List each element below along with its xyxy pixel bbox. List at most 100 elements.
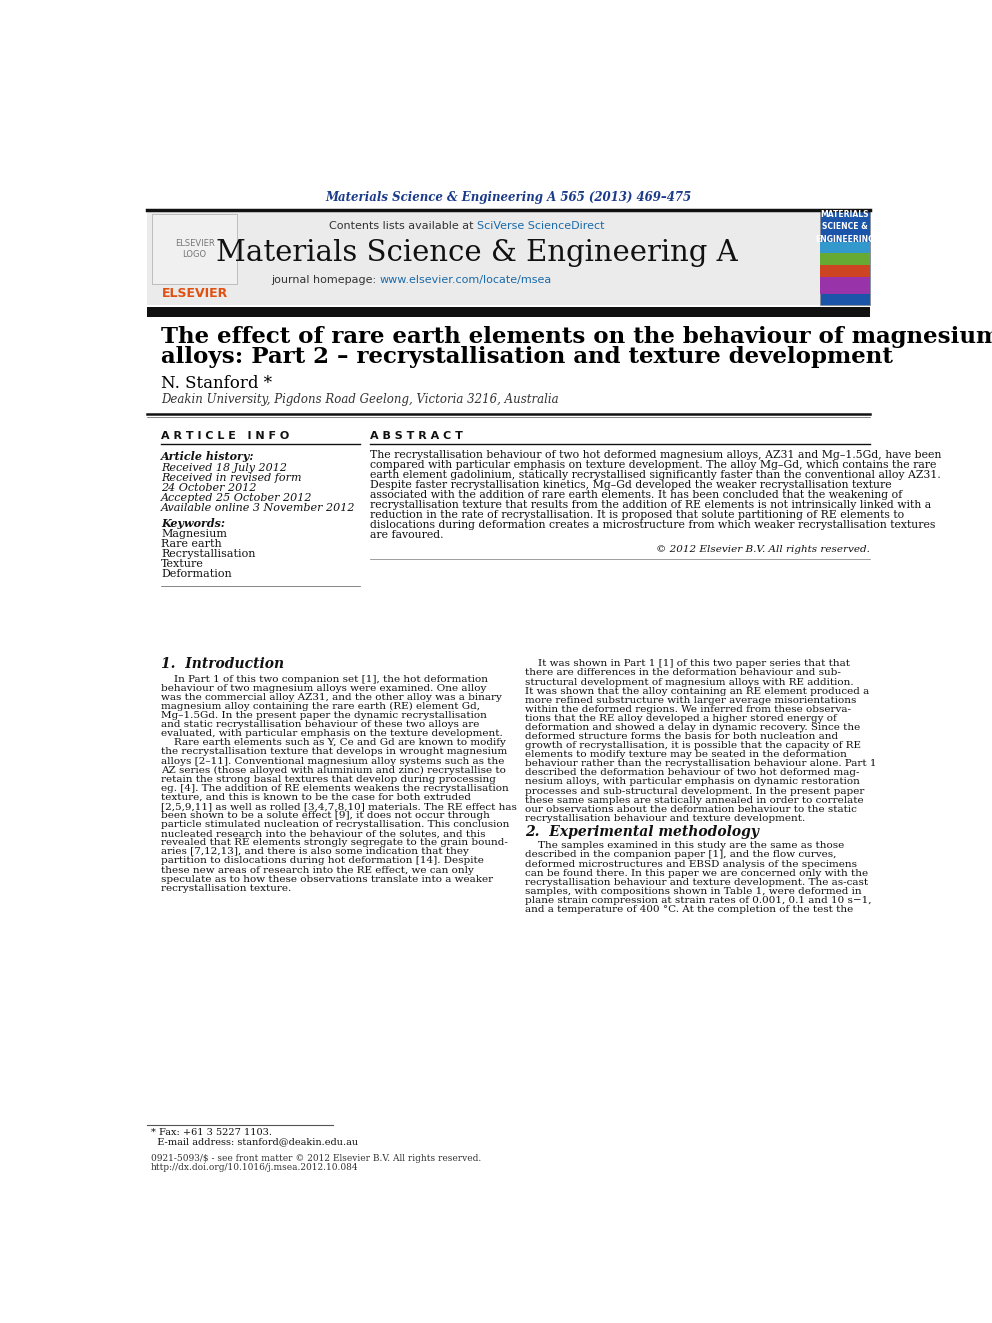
Text: Materials Science & Engineering A 565 (2013) 469–475: Materials Science & Engineering A 565 (2… (325, 191, 691, 204)
Text: nesium alloys, with particular emphasis on dynamic restoration: nesium alloys, with particular emphasis … (525, 778, 859, 786)
Text: ELSEVIER: ELSEVIER (162, 287, 227, 300)
Text: MATERIALS
SCIENCE &
ENGINEERING: MATERIALS SCIENCE & ENGINEERING (815, 209, 874, 243)
Text: 0921-5093/$ - see front matter © 2012 Elsevier B.V. All rights reserved.: 0921-5093/$ - see front matter © 2012 El… (151, 1154, 481, 1163)
Text: Accepted 25 October 2012: Accepted 25 October 2012 (161, 492, 312, 503)
Bar (147, 212, 291, 306)
Text: are favoured.: are favoured. (370, 531, 444, 540)
Text: Recrystallisation: Recrystallisation (161, 549, 256, 558)
Text: tions that the RE alloy developed a higher stored energy of: tions that the RE alloy developed a high… (525, 714, 836, 722)
Text: eg. [4]. The addition of RE elements weakens the recrystallisation: eg. [4]. The addition of RE elements wea… (161, 783, 509, 792)
Bar (147, 212, 870, 306)
Text: recrystallisation texture that results from the addition of RE elements is not i: recrystallisation texture that results f… (370, 500, 931, 511)
Text: E-mail address: stanford@deakin.edu.au: E-mail address: stanford@deakin.edu.au (151, 1138, 358, 1147)
Text: magnesium alloy containing the rare earth (RE) element Gd,: magnesium alloy containing the rare eart… (161, 703, 480, 710)
Text: Rare earth elements such as Y, Ce and Gd are known to modify: Rare earth elements such as Y, Ce and Gd… (161, 738, 506, 747)
Bar (820, 254, 870, 265)
Text: It was shown in Part 1 [1] of this two paper series that that: It was shown in Part 1 [1] of this two p… (525, 659, 850, 668)
Text: can be found there. In this paper we are concerned only with the: can be found there. In this paper we are… (525, 869, 868, 877)
Text: 2.  Experimental methodology: 2. Experimental methodology (525, 826, 759, 839)
Text: A R T I C L E   I N F O: A R T I C L E I N F O (161, 431, 290, 441)
Text: reduction in the rate of recrystallisation. It is proposed that solute partition: reduction in the rate of recrystallisati… (370, 511, 905, 520)
Text: dislocations during deformation creates a microstructure from which weaker recry: dislocations during deformation creates … (370, 520, 935, 531)
Text: The effect of rare earth elements on the behaviour of magnesium-based: The effect of rare earth elements on the… (161, 327, 992, 348)
Text: structural development of magnesium alloys with RE addition.: structural development of magnesium allo… (525, 677, 853, 687)
Text: these new areas of research into the RE effect, we can only: these new areas of research into the RE … (161, 865, 474, 875)
Text: samples, with compositions shown in Table 1, were deformed in: samples, with compositions shown in Tabl… (525, 886, 861, 896)
Text: described the deformation behaviour of two hot deformed mag-: described the deformation behaviour of t… (525, 769, 859, 778)
Text: Keywords:: Keywords: (161, 519, 225, 529)
Text: texture, and this is known to be the case for both extruded: texture, and this is known to be the cas… (161, 792, 471, 802)
Text: recrystallisation behaviour and texture development. The as-cast: recrystallisation behaviour and texture … (525, 877, 868, 886)
Text: speculate as to how these observations translate into a weaker: speculate as to how these observations t… (161, 875, 493, 884)
Text: N. Stanford *: N. Stanford * (161, 376, 272, 392)
Text: earth element gadolinium, statically recrystallised significantly faster than th: earth element gadolinium, statically rec… (370, 470, 941, 480)
Text: processes and sub-structural development. In the present paper: processes and sub-structural development… (525, 787, 864, 795)
Text: and static recrystallisation behaviour of these two alloys are: and static recrystallisation behaviour o… (161, 720, 479, 729)
Text: [2,5,9,11] as well as rolled [3,4,7,8,10] materials. The RE effect has: [2,5,9,11] as well as rolled [3,4,7,8,10… (161, 802, 517, 811)
Text: alloys [2–11]. Conventional magnesium alloy systems such as the: alloys [2–11]. Conventional magnesium al… (161, 757, 505, 766)
Text: ELSEVIER
LOGO: ELSEVIER LOGO (175, 239, 214, 258)
Text: © 2012 Elsevier B.V. All rights reserved.: © 2012 Elsevier B.V. All rights reserved… (656, 545, 870, 553)
Text: been shown to be a solute effect [9], it does not occur through: been shown to be a solute effect [9], it… (161, 811, 490, 820)
Text: our observations about the deformation behaviour to the static: our observations about the deformation b… (525, 804, 856, 814)
Text: Mg–1.5Gd. In the present paper the dynamic recrystallisation: Mg–1.5Gd. In the present paper the dynam… (161, 712, 487, 720)
Text: Received 18 July 2012: Received 18 July 2012 (161, 463, 288, 472)
Text: Deakin University, Pigdons Road Geelong, Victoria 3216, Australia: Deakin University, Pigdons Road Geelong,… (161, 393, 558, 406)
Text: described in the companion paper [1], and the flow curves,: described in the companion paper [1], an… (525, 851, 836, 860)
Text: The samples examined in this study are the same as those: The samples examined in this study are t… (525, 841, 844, 851)
Text: plane strain compression at strain rates of 0.001, 0.1 and 10 s−1,: plane strain compression at strain rates… (525, 896, 871, 905)
Text: aries [7,12,13], and there is also some indication that they: aries [7,12,13], and there is also some … (161, 848, 469, 856)
Text: SciVerse ScienceDirect: SciVerse ScienceDirect (476, 221, 604, 230)
Text: Received in revised form: Received in revised form (161, 472, 302, 483)
Text: Deformation: Deformation (161, 569, 232, 578)
Text: elements to modify texture may be seated in the deformation: elements to modify texture may be seated… (525, 750, 846, 759)
Text: In Part 1 of this two companion set [1], the hot deformation: In Part 1 of this two companion set [1],… (161, 675, 488, 684)
Text: Article history:: Article history: (161, 451, 255, 462)
Text: It was shown that the alloy containing an RE element produced a: It was shown that the alloy containing a… (525, 687, 869, 696)
Text: journal homepage:: journal homepage: (271, 275, 380, 286)
Text: deformed structure forms the basis for both nucleation and: deformed structure forms the basis for b… (525, 732, 838, 741)
Text: behaviour of two magnesium alloys were examined. One alloy: behaviour of two magnesium alloys were e… (161, 684, 486, 693)
Text: behaviour rather than the recrystallisation behaviour alone. Part 1: behaviour rather than the recrystallisat… (525, 759, 876, 769)
Text: Available online 3 November 2012: Available online 3 November 2012 (161, 503, 356, 512)
Text: alloys: Part 2 – recrystallisation and texture development: alloys: Part 2 – recrystallisation and t… (161, 347, 893, 368)
Bar (820, 265, 870, 277)
Text: particle stimulated nucleation of recrystallisation. This conclusion: particle stimulated nucleation of recrys… (161, 820, 510, 830)
Text: associated with the addition of rare earth elements. It has been concluded that : associated with the addition of rare ear… (370, 491, 903, 500)
Text: the recrystallisation texture that develops in wrought magnesium: the recrystallisation texture that devel… (161, 747, 508, 757)
Text: AZ series (those alloyed with aluminium and zinc) recrystallise to: AZ series (those alloyed with aluminium … (161, 766, 506, 775)
Text: within the deformed regions. We inferred from these observa-: within the deformed regions. We inferred… (525, 705, 851, 714)
Text: recrystallisation texture.: recrystallisation texture. (161, 884, 292, 893)
Text: * Fax: +61 3 5227 1103.: * Fax: +61 3 5227 1103. (151, 1129, 272, 1138)
Text: growth of recrystallisation, it is possible that the capacity of RE: growth of recrystallisation, it is possi… (525, 741, 861, 750)
Text: Texture: Texture (161, 558, 204, 569)
Text: compared with particular emphasis on texture development. The alloy Mg–Gd, which: compared with particular emphasis on tex… (370, 460, 936, 470)
Text: A B S T R A C T: A B S T R A C T (370, 431, 463, 441)
Text: 24 October 2012: 24 October 2012 (161, 483, 257, 492)
Text: partition to dislocations during hot deformation [14]. Despite: partition to dislocations during hot def… (161, 856, 484, 865)
Bar (152, 214, 237, 283)
Bar (820, 212, 870, 306)
Text: 1.  Introduction: 1. Introduction (161, 658, 285, 671)
Text: Rare earth: Rare earth (161, 538, 222, 549)
Text: Magnesium: Magnesium (161, 529, 227, 538)
Text: evaluated, with particular emphasis on the texture development.: evaluated, with particular emphasis on t… (161, 729, 503, 738)
Bar (147, 307, 870, 316)
Text: was the commercial alloy AZ31, and the other alloy was a binary: was the commercial alloy AZ31, and the o… (161, 693, 502, 703)
Text: deformed microstructures and EBSD analysis of the specimens: deformed microstructures and EBSD analys… (525, 860, 857, 869)
Text: http://dx.doi.org/10.1016/j.msea.2012.10.084: http://dx.doi.org/10.1016/j.msea.2012.10… (151, 1163, 359, 1172)
Text: recrystallisation behaviour and texture development.: recrystallisation behaviour and texture … (525, 814, 805, 823)
Text: Materials Science & Engineering A: Materials Science & Engineering A (215, 238, 737, 267)
Text: The recrystallisation behaviour of two hot deformed magnesium alloys, AZ31 and M: The recrystallisation behaviour of two h… (370, 450, 941, 460)
Text: www.elsevier.com/locate/msea: www.elsevier.com/locate/msea (380, 275, 552, 286)
Text: retain the strong basal textures that develop during processing: retain the strong basal textures that de… (161, 775, 496, 783)
Text: Despite faster recrystallisation kinetics, Mg–Gd developed the weaker recrystall: Despite faster recrystallisation kinetic… (370, 480, 892, 491)
Text: these same samples are statically annealed in order to correlate: these same samples are statically anneal… (525, 795, 863, 804)
Text: Contents lists available at: Contents lists available at (328, 221, 476, 230)
Text: there are differences in the deformation behaviour and sub-: there are differences in the deformation… (525, 668, 840, 677)
Bar (820, 242, 870, 254)
Text: nucleated research into the behaviour of the solutes, and this: nucleated research into the behaviour of… (161, 830, 486, 839)
Text: and a temperature of 400 °C. At the completion of the test the: and a temperature of 400 °C. At the comp… (525, 905, 853, 914)
Text: more refined substructure with larger average misorientations: more refined substructure with larger av… (525, 696, 856, 705)
Text: revealed that RE elements strongly segregate to the grain bound-: revealed that RE elements strongly segre… (161, 839, 508, 847)
